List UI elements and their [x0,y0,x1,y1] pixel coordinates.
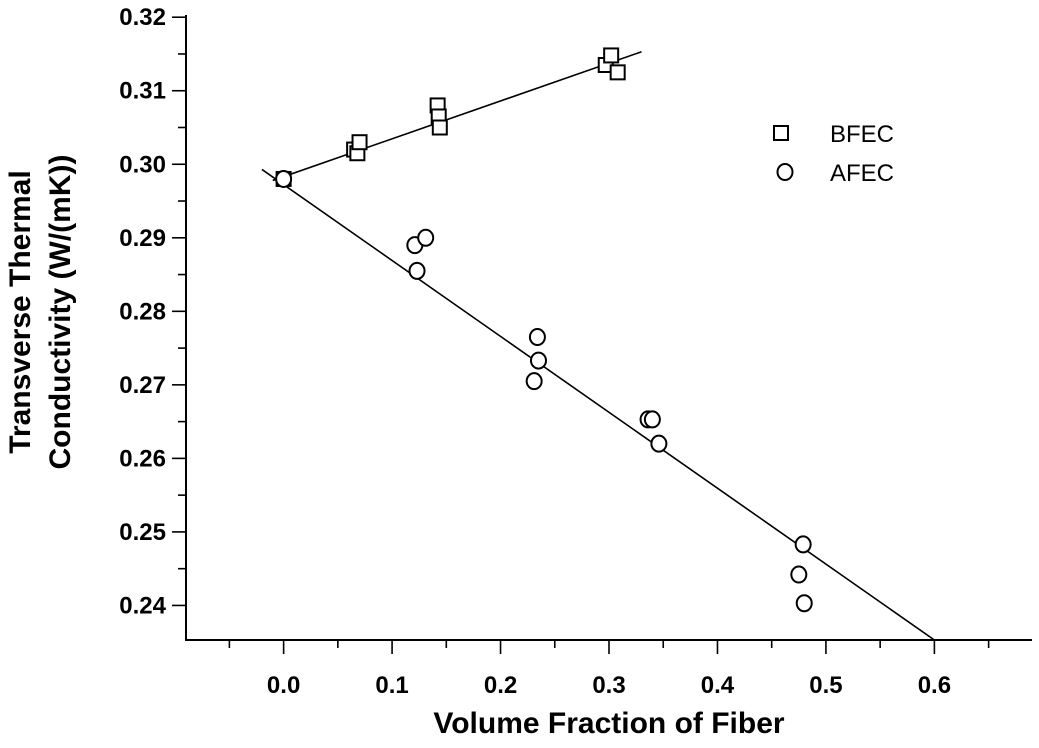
data-point-bfec [431,119,448,136]
x-tick-label: 0.0 [267,672,300,699]
x-tick-label: 0.2 [484,672,517,699]
data-point-afec [525,372,543,391]
legend-label-bfec: BFEC [830,121,894,148]
data-point-afec [275,169,293,188]
data-point-afec [408,261,426,280]
x-tick-label: 0.6 [918,672,951,699]
legend-marker-afec [776,163,794,181]
data-point-afec [530,351,547,370]
legend-label-afec: AFEC [830,160,894,187]
legend-marker-bfec [773,125,789,141]
fit-line-afec [261,168,935,641]
y-tick-label: 0.32 [119,4,166,31]
data-point-bfec [603,47,620,64]
y-axis-title: Transverse Thermal Conductivity (W/(mK)) [4,155,77,470]
x-tick-label: 0.5 [809,672,842,699]
x-tick-label: 0.1 [375,672,408,699]
data-point-bfec [351,134,368,151]
data-point-bfec [609,64,626,81]
data-point-afec [795,594,813,613]
data-point-afec [794,535,812,554]
data-point-afec [417,228,435,247]
x-axis-ticks: 0.0 0.1 0.2 0.3 0.4 0.5 0.6 [228,640,990,699]
data-markers [275,47,813,613]
x-tick-label: 0.4 [701,672,735,699]
data-point-afec [790,565,808,584]
data-point-afec [643,410,661,429]
fit-lines [261,51,935,641]
fit-line-bfec [272,51,642,182]
data-point-afec [650,434,668,453]
y-tick-label: 0.29 [119,225,166,252]
y-tick-label: 0.25 [119,519,166,546]
data-point-afec [528,328,546,347]
y-tick-label: 0.30 [119,151,166,178]
legend: BFEC AFEC [773,121,894,187]
y-axis-title-line2: Conductivity (W/(mK)) [44,155,77,470]
axes [185,15,1032,641]
y-tick-label: 0.24 [119,592,166,619]
axis-frame [185,15,1032,641]
y-tick-label: 0.27 [119,372,166,399]
y-axis-title-line1: Transverse Thermal [4,170,37,454]
x-tick-label: 0.3 [592,672,625,699]
x-axis-title: Volume Fraction of Fiber [433,707,784,740]
y-tick-label: 0.26 [119,445,166,472]
y-axis-ticks: 0.24 0.25 0.26 0.27 0.28 0.29 0.30 0.31 0.32 [119,4,186,619]
y-tick-label: 0.31 [119,78,166,105]
y-tick-label: 0.28 [119,298,166,325]
